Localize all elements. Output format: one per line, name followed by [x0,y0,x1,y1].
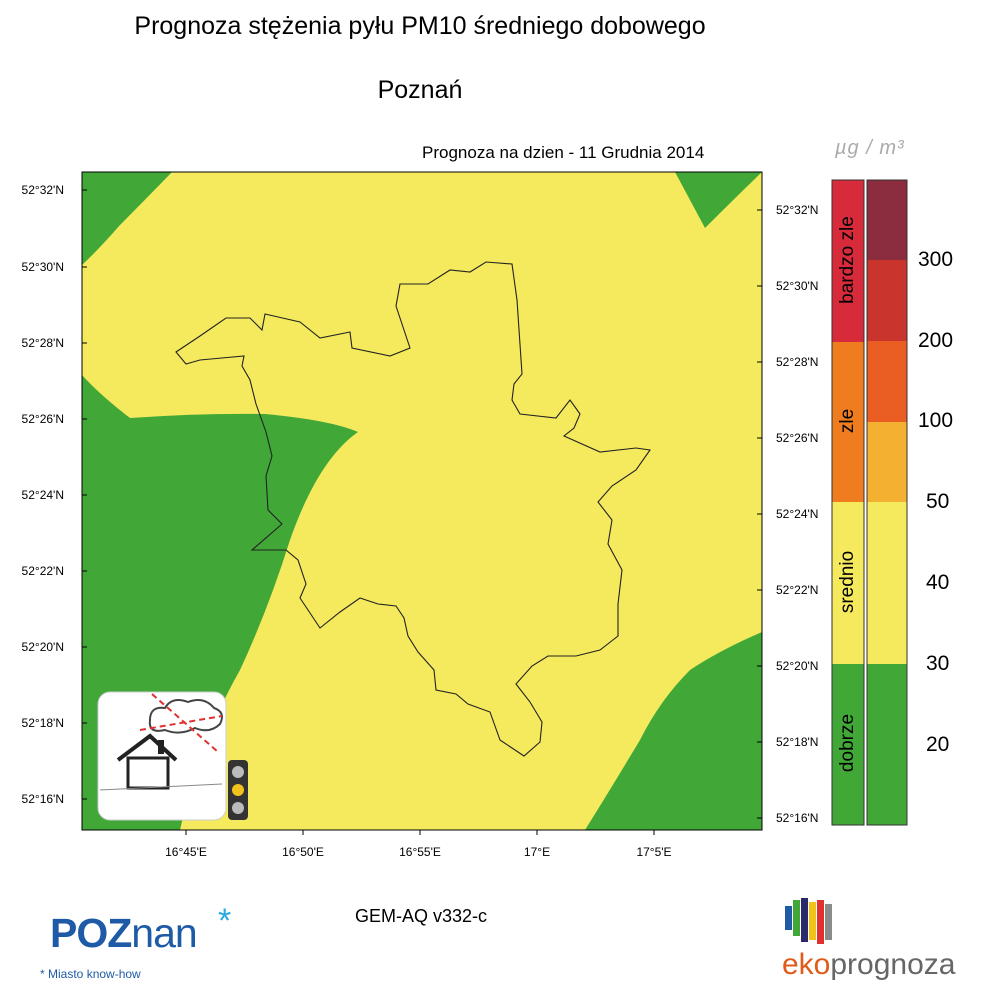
lat-tick-left: 52°20'N [21,640,64,654]
scale-band-4 [867,422,907,502]
lat-tick-left: 52°24'N [21,488,64,502]
lat-tick-right: 52°20'N [776,659,819,673]
ekoprognoza-logo-icon [785,898,832,944]
unit-label: µg / m³ [835,137,905,159]
right-tick-marks [757,209,762,819]
value-scale [866,179,908,826]
poznan-tagline-text: Miasto know-how [48,967,141,981]
poznan-tagline: * Miasto know-how [40,967,141,981]
bottom-tick-marks [185,830,655,835]
lat-tick-right: 52°24'N [776,507,819,521]
good-zone-topleft [82,172,172,265]
scale-label: 30 [926,652,950,675]
lat-tick-right: 52°32'N [776,203,819,217]
scale-label: 200 [918,329,954,352]
left-tick-marks [82,189,87,800]
scale-band-3 [867,341,907,422]
scale-band-5 [867,502,907,664]
asterisk-icon: * [218,902,232,940]
air-quality-icon [97,691,248,821]
ekoprognoza-logo: ekoprognoza [782,948,955,982]
category-bar [831,179,865,826]
category-zle [832,342,864,502]
scale-band-6 [867,664,907,825]
lat-tick-right: 52°28'N [776,355,819,369]
lat-tick-right: 52°18'N [776,735,819,749]
poznan-logo: POZnan [50,910,198,957]
page-title: Prognoza stężenia pyłu PM10 średniego do… [134,12,706,40]
map-frame [81,171,763,831]
lat-tick-right: 52°30'N [776,279,819,293]
lat-tick-left: 52°32'N [21,183,64,197]
lon-tick: 16°50'E [282,845,324,859]
lat-tick-right: 52°22'N [776,583,819,597]
scale-label: 40 [926,571,950,594]
lat-tick-left: 52°16'N [21,792,64,806]
scale-label: 100 [918,409,954,432]
lat-tick-left: 52°28'N [21,336,64,350]
lat-tick-right: 52°26'N [776,431,819,445]
category-srednio [832,502,864,664]
forecast-date: Prognoza na dzien - 11 Grudnia 2014 [422,143,705,162]
city-name: Poznań [377,76,463,104]
lon-tick: 17°E [523,845,551,859]
scale-band-2 [867,260,907,341]
scale-label: 300 [918,248,954,271]
good-zone-topright [675,172,762,228]
lon-tick: 17°5'E [636,845,672,859]
category-label: bardzo zle [837,216,858,304]
lon-tick: 16°55'E [399,845,441,859]
city-boundary [175,261,651,757]
lat-tick-left: 52°30'N [21,260,64,274]
poznan-logo-text: nan [131,910,197,956]
good-zone-bottomright [585,632,762,830]
category-bardzo-zle [832,180,864,342]
lat-tick-right: 52°16'N [776,811,819,825]
scale-label: 20 [926,733,950,756]
lon-tick: 16°45'E [165,845,207,859]
lat-tick-left: 52°26'N [21,412,64,426]
poznan-logo-text: POZ [50,910,132,956]
scale-label: 50 [926,490,950,513]
lat-tick-left: 52°18'N [21,716,64,730]
category-label: zle [837,408,858,434]
category-label: srednio [837,550,858,614]
ekoprognoza-logo-text: eko [782,948,831,981]
lat-tick-left: 52°22'N [21,564,64,578]
model-version: GEM-AQ v332-c [355,906,488,926]
category-dobrze [832,664,864,825]
category-label: dobrze [837,713,858,773]
scale-band-1 [867,180,907,260]
ekoprognoza-logo-text: prognoza [830,948,956,981]
